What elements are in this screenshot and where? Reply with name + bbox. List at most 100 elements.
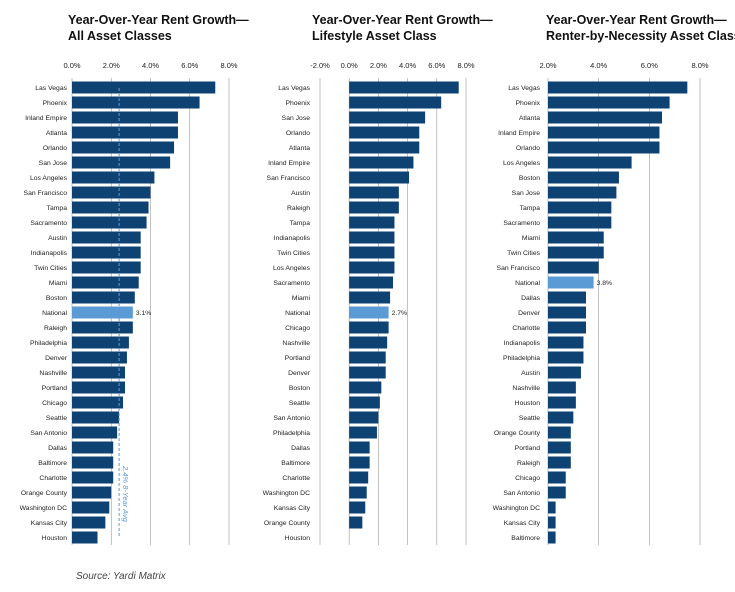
category-label: Dallas (521, 295, 540, 302)
bar (349, 246, 395, 259)
bar (548, 81, 688, 94)
bar (349, 321, 389, 334)
category-label: Inland Empire (268, 160, 310, 167)
category-label: Miami (49, 280, 68, 287)
bar (548, 426, 571, 439)
category-label: Austin (48, 235, 67, 242)
category-label: Charlotte (282, 475, 310, 482)
category-label: Orlando (43, 145, 67, 152)
category-label: San Francisco (24, 190, 68, 197)
tick-label: 6.0% (428, 61, 445, 70)
bar (72, 366, 125, 379)
category-label: National (42, 310, 67, 317)
bar (548, 156, 632, 169)
category-label: San Jose (282, 115, 311, 122)
bar (548, 366, 581, 379)
bar (548, 306, 586, 319)
bar (72, 516, 106, 529)
bar (349, 411, 379, 424)
category-label: Phoenix (42, 100, 67, 107)
category-label: Houston (42, 535, 68, 542)
bar (72, 396, 124, 409)
category-label: Miami (292, 295, 311, 302)
category-label: Austin (291, 190, 310, 197)
bar (349, 396, 380, 409)
bar (72, 426, 118, 439)
category-label: Boston (519, 175, 540, 182)
category-label: Washington DC (263, 490, 310, 497)
chart-title-line-2: All Asset Classes (68, 29, 172, 43)
bar (548, 231, 604, 244)
category-label: Nashville (512, 385, 540, 392)
category-label: San Antonio (273, 415, 310, 422)
bar (72, 171, 155, 184)
chart-title-all-asset-classes: Year-Over-Year Rent Growth— All Asset Cl… (68, 12, 249, 44)
category-label: Baltimore (38, 460, 67, 467)
bar (72, 186, 151, 199)
category-label: Kansas City (274, 505, 311, 512)
bar (548, 141, 660, 154)
category-label: San Jose (39, 160, 68, 167)
category-label: Tampa (47, 205, 68, 212)
bar (72, 126, 178, 139)
bar (548, 171, 619, 184)
bar (72, 201, 149, 214)
bar-national (349, 306, 389, 319)
category-label: Phoenix (515, 100, 540, 107)
bar (349, 126, 420, 139)
bar (72, 531, 98, 544)
category-label: Twin Cities (34, 265, 67, 272)
bar (349, 171, 410, 184)
bar-national (548, 276, 594, 289)
tick-label: 4.0% (142, 61, 159, 70)
bar (349, 81, 459, 94)
bar (349, 486, 367, 499)
category-label: Indianapolis (274, 235, 311, 242)
chart-title-lifestyle: Year-Over-Year Rent Growth— Lifestyle As… (312, 12, 493, 44)
bar (349, 516, 363, 529)
bar (72, 246, 141, 259)
bar (349, 441, 370, 454)
category-label: National (285, 310, 310, 317)
bar (548, 381, 576, 394)
bar (72, 336, 129, 349)
bar (72, 486, 112, 499)
bar (349, 336, 388, 349)
bar (349, 156, 414, 169)
category-label: Los Angeles (30, 175, 68, 182)
category-label: Las Vegas (35, 85, 67, 92)
bar (72, 381, 125, 394)
bar (72, 471, 114, 484)
category-label: San Francisco (267, 175, 311, 182)
category-label: Portland (515, 445, 541, 452)
tick-label: 6.0% (641, 61, 658, 70)
bar (548, 96, 670, 109)
category-label: Boston (46, 295, 67, 302)
bar (548, 261, 599, 274)
data-label: 3.1% (136, 310, 152, 317)
category-label: Twin Cities (507, 250, 540, 257)
tick-label: 4.0% (399, 61, 416, 70)
bar (349, 276, 393, 289)
bar (548, 396, 576, 409)
category-label: San Antonio (503, 490, 540, 497)
bar (72, 156, 171, 169)
bar (72, 141, 175, 154)
bar (72, 456, 114, 469)
category-label: Las Vegas (278, 85, 310, 92)
bar (72, 411, 120, 424)
tick-label: 8.0% (691, 61, 708, 70)
chart-title-line-1: Year-Over-Year Rent Growth— (68, 13, 249, 27)
chart-title-renter-by-necessity: Year-Over-Year Rent Growth— Renter-by-Ne… (546, 12, 735, 44)
chart-title-line-1: Year-Over-Year Rent Growth— (546, 13, 727, 27)
tick-label: 6.0% (181, 61, 198, 70)
bar (349, 366, 386, 379)
category-label: Chicago (285, 325, 310, 332)
category-label: San Francisco (497, 265, 541, 272)
bar (72, 231, 141, 244)
bar (72, 501, 110, 514)
category-label: Dallas (48, 445, 67, 452)
tick-label: -2.0% (310, 61, 330, 70)
category-label: Dallas (291, 445, 310, 452)
